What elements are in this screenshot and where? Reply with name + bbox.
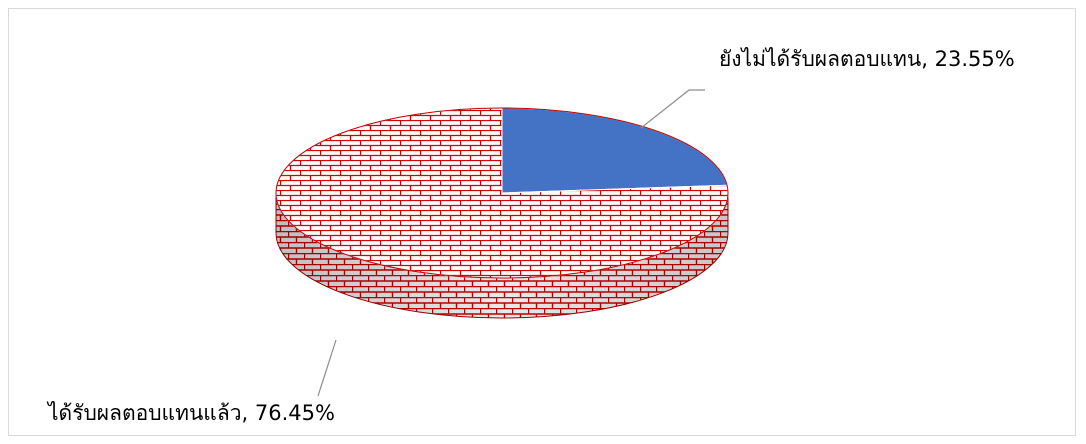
pie-slice-0 [501,107,728,194]
data-label-1: ได้รับผลตอบแทนแล้ว, 76.45% [46,401,335,425]
pie-side-shading [276,193,728,318]
data-label-0: ยังไม่ได้รับผลตอบแทน, 23.55% [719,47,1015,71]
pie-top-outline [275,107,729,279]
leader-line-1 [317,339,337,397]
leader-line-0 [640,89,705,129]
